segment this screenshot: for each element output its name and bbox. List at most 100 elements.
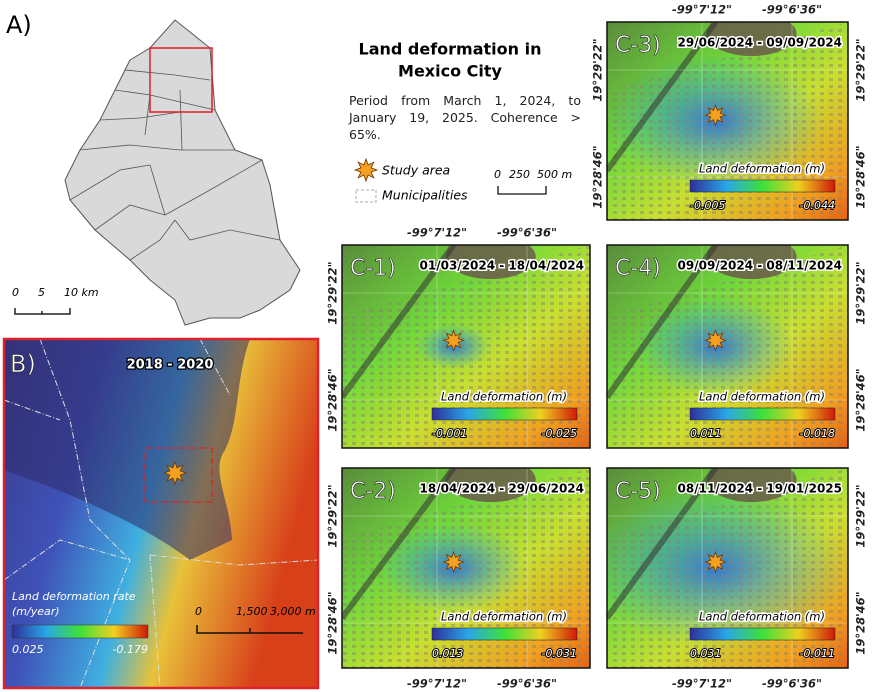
park: [445, 468, 536, 502]
legend-title: Land deformation (m): [441, 390, 567, 404]
panel-label: C-4): [615, 256, 661, 281]
panel-dates: 18/04/2024 - 29/06/2024: [420, 482, 584, 496]
legend-study-area: Study area: [382, 163, 450, 178]
lon-label: -99°7'12": [672, 677, 732, 691]
lat-label: 19°29'22": [854, 38, 868, 101]
panel-a: A) 0 5 10 km: [6, 11, 301, 326]
legend-max: -0.179: [113, 643, 148, 656]
scale-label: 1,500: [236, 605, 268, 618]
lat-label: 19°28'46": [326, 591, 340, 654]
study-star: [704, 550, 727, 574]
lon-label: -99°7'12": [407, 677, 467, 691]
scale-label: 0: [494, 168, 501, 181]
panel-dates: 29/06/2024 - 09/09/2024: [678, 36, 842, 50]
panel-border: [2, 337, 320, 690]
lon-label: -99°7'12": [407, 226, 467, 240]
lon-label: -99°6'36": [762, 3, 822, 17]
scale-bar: [497, 186, 547, 195]
municipality-borders: [69, 69, 281, 261]
scale-bar: [14, 308, 71, 315]
panel-border: [606, 21, 849, 221]
period: 2018 - 2020: [127, 358, 214, 373]
legend-title: Land deformation (m): [699, 610, 825, 624]
study-star: [704, 329, 727, 352]
road: [607, 22, 718, 173]
legend-min: -0.001: [432, 427, 467, 440]
panel-border: [606, 244, 849, 449]
legend-max: -0.044: [800, 199, 835, 212]
grid: [342, 245, 590, 448]
legend-title: Land deformation (m): [699, 390, 825, 404]
panel-dates: 09/09/2024 - 08/11/2024: [678, 259, 842, 273]
study-star: [162, 460, 188, 486]
urban-blocks: [342, 468, 590, 668]
panel-border: [341, 467, 591, 669]
lon-label: -99°7'12": [672, 3, 732, 17]
legend-max: -0.025: [542, 427, 577, 440]
study-star: [704, 103, 727, 127]
lat-label: 19°29'22": [591, 38, 605, 101]
city-outline: [64, 19, 301, 326]
park: [706, 22, 797, 56]
panel: C-5) 08/11/2024 - 19/01/2025 Land deformat…: [606, 467, 868, 691]
panel-dates: 08/11/2024 - 19/01/2025: [678, 482, 842, 496]
legend-unit: (m/year): [12, 605, 60, 618]
legend-municipalities: Municipalities: [382, 188, 468, 203]
panel-label: A): [6, 11, 32, 39]
legend-min: 0.013: [432, 647, 464, 660]
park: [706, 245, 797, 279]
grid: [342, 468, 590, 668]
panel-dates: 01/03/2024 - 18/04/2024: [420, 259, 584, 273]
scale-bar: [196, 625, 303, 634]
panel: C-2) 18/04/2024 - 29/06/2024 Land deformat…: [326, 467, 591, 691]
urban-blocks: [342, 245, 590, 448]
panel-border: [606, 467, 849, 669]
panel-border: [341, 244, 591, 449]
panel-label: C-1): [350, 256, 396, 281]
lat-label: 19°28'46": [854, 145, 868, 208]
study-box: [144, 447, 213, 503]
panel-label: C-5): [615, 479, 661, 504]
legend-min: 0.031: [690, 647, 722, 660]
urban-blocks: [607, 468, 848, 668]
grid: [607, 22, 848, 220]
road: [607, 245, 718, 399]
legend-min: 0.025: [12, 643, 44, 656]
legend-title: Land deformation (m): [699, 162, 825, 176]
panel-label: C-3): [615, 33, 661, 58]
road: [342, 468, 457, 620]
scale-label: 0: [12, 286, 19, 299]
legend-title: Land deformation rate: [12, 590, 136, 603]
panels: C-1) 01/03/2024 - 18/04/2024 Land deformat…: [326, 3, 868, 691]
lat-label: 19°29'22": [326, 484, 340, 547]
colorbar: [689, 627, 836, 641]
scale-label: 10 km: [64, 286, 99, 299]
deformation-map: [342, 245, 590, 448]
study-star: [442, 329, 465, 352]
legend-max: -0.018: [800, 427, 835, 440]
legend-min: 0.011: [690, 427, 722, 440]
legend-max: -0.031: [542, 647, 577, 660]
lon-label: -99°6'36": [497, 226, 557, 240]
lat-label: 19°28'46": [854, 591, 868, 654]
panel-b: B) 2018 - 2020 Land deformation rate (m/…: [2, 337, 320, 690]
legend-star: [353, 157, 379, 183]
scale-label: 3,000 m: [270, 605, 316, 618]
legend-min: -0.005: [690, 199, 725, 212]
map-shade: [4, 339, 250, 560]
panel: C-1) 01/03/2024 - 18/04/2024 Land deformat…: [326, 226, 591, 449]
lat-label: 19°28'46": [591, 145, 605, 208]
study-star: [442, 550, 465, 574]
colorbar: [689, 179, 836, 193]
study-box: [149, 47, 213, 113]
scale-label: 500 m: [537, 168, 572, 181]
road: [607, 468, 718, 620]
grid: [607, 468, 848, 668]
lat-label: 19°28'46": [326, 368, 340, 431]
borders: [3, 338, 319, 689]
lat-label: 19°29'22": [326, 261, 340, 324]
lat-label: 19°29'22": [854, 261, 868, 324]
colorbar: [689, 407, 836, 421]
